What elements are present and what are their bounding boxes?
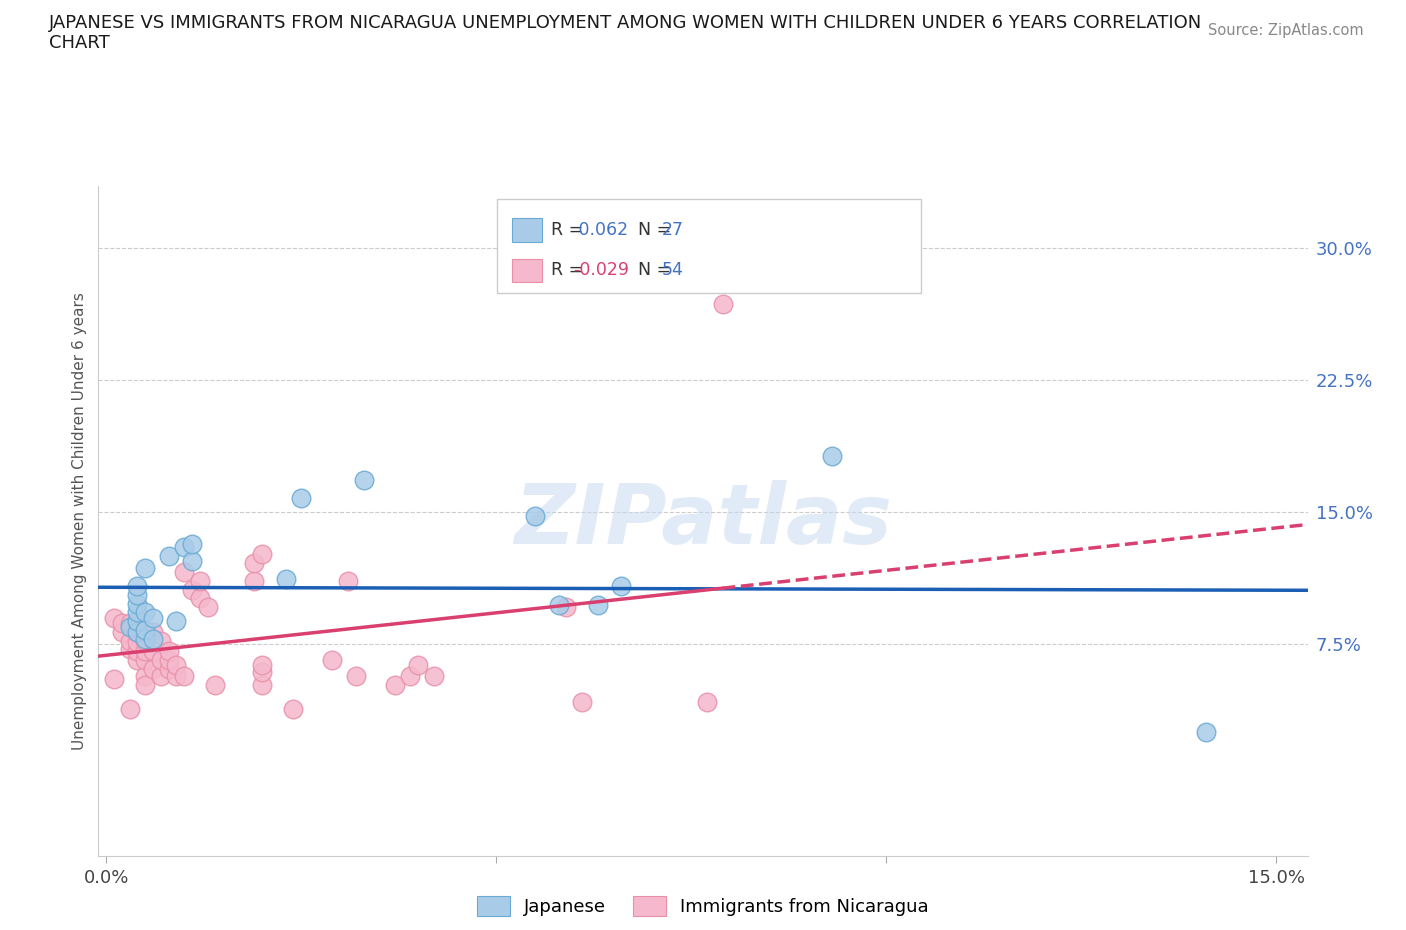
- Point: [118, 616, 141, 631]
- Point: [406, 658, 429, 672]
- Point: [571, 695, 593, 710]
- Text: JAPANESE VS IMMIGRANTS FROM NICARAGUA UNEMPLOYMENT AMONG WOMEN WITH CHILDREN UND: JAPANESE VS IMMIGRANTS FROM NICARAGUA UN…: [49, 14, 1202, 32]
- Point: [181, 537, 204, 551]
- Point: [127, 624, 149, 639]
- Point: [524, 508, 547, 523]
- Point: [142, 631, 165, 646]
- Point: [134, 653, 156, 668]
- Text: ZIPatlas: ZIPatlas: [515, 480, 891, 562]
- Point: [181, 582, 204, 597]
- Point: [821, 448, 844, 463]
- Point: [118, 702, 141, 717]
- Point: [127, 644, 149, 658]
- Point: [118, 633, 141, 648]
- Point: [157, 653, 180, 668]
- Point: [134, 624, 156, 639]
- Point: [384, 677, 406, 692]
- Text: R =: R =: [551, 261, 589, 279]
- Point: [134, 669, 156, 684]
- Point: [127, 605, 149, 620]
- Text: 0.062: 0.062: [574, 221, 628, 239]
- Legend: Japanese, Immigrants from Nicaragua: Japanese, Immigrants from Nicaragua: [470, 889, 936, 923]
- Point: [165, 658, 187, 672]
- Point: [344, 669, 367, 684]
- Point: [142, 644, 165, 658]
- Point: [142, 661, 165, 676]
- Point: [252, 547, 274, 562]
- Text: CHART: CHART: [49, 34, 110, 52]
- Point: [274, 572, 297, 587]
- Point: [1195, 724, 1218, 739]
- Point: [157, 644, 180, 658]
- Point: [103, 610, 125, 625]
- Point: [118, 619, 141, 634]
- Point: [127, 624, 149, 639]
- Point: [283, 702, 305, 717]
- Point: [127, 596, 149, 611]
- Point: [610, 578, 633, 593]
- Point: [134, 633, 156, 648]
- Point: [399, 669, 422, 684]
- Point: [165, 669, 187, 684]
- Point: [103, 672, 125, 687]
- Point: [252, 658, 274, 672]
- Point: [149, 653, 172, 668]
- Point: [111, 624, 134, 639]
- Point: [204, 677, 226, 692]
- Point: [173, 565, 195, 579]
- Point: [134, 622, 156, 637]
- Point: [134, 605, 156, 620]
- Point: [188, 573, 211, 588]
- Point: [127, 635, 149, 650]
- Point: [696, 695, 718, 710]
- Point: [252, 677, 274, 692]
- Text: 27: 27: [662, 221, 683, 239]
- Point: [157, 549, 180, 564]
- Point: [173, 669, 195, 684]
- Point: [134, 644, 156, 658]
- Point: [173, 539, 195, 554]
- Text: Source: ZipAtlas.com: Source: ZipAtlas.com: [1208, 23, 1364, 38]
- Point: [290, 490, 312, 505]
- Point: [111, 616, 134, 631]
- Text: 54: 54: [662, 261, 683, 279]
- Point: [243, 573, 266, 588]
- Point: [157, 661, 180, 676]
- Point: [142, 610, 165, 625]
- Point: [555, 600, 578, 615]
- Point: [134, 561, 156, 576]
- Point: [337, 573, 360, 588]
- Point: [165, 614, 187, 629]
- Point: [547, 598, 569, 613]
- Point: [118, 642, 141, 657]
- Point: [127, 614, 149, 629]
- Point: [321, 653, 343, 668]
- Point: [134, 677, 156, 692]
- Point: [127, 653, 149, 668]
- Point: [181, 554, 204, 569]
- Point: [197, 600, 219, 615]
- Point: [423, 669, 446, 684]
- Point: [711, 297, 734, 312]
- Point: [127, 578, 149, 593]
- Y-axis label: Unemployment Among Women with Children Under 6 years: Unemployment Among Women with Children U…: [72, 292, 87, 750]
- Point: [149, 669, 172, 684]
- Text: R =: R =: [551, 221, 589, 239]
- Point: [188, 591, 211, 605]
- Point: [134, 631, 156, 646]
- Point: [243, 555, 266, 570]
- Point: [252, 665, 274, 680]
- Text: -0.029: -0.029: [574, 261, 630, 279]
- Point: [142, 624, 165, 639]
- Point: [353, 472, 375, 487]
- Point: [127, 588, 149, 603]
- Text: N =: N =: [627, 261, 676, 279]
- Text: N =: N =: [627, 221, 676, 239]
- Point: [149, 633, 172, 648]
- Point: [586, 598, 609, 613]
